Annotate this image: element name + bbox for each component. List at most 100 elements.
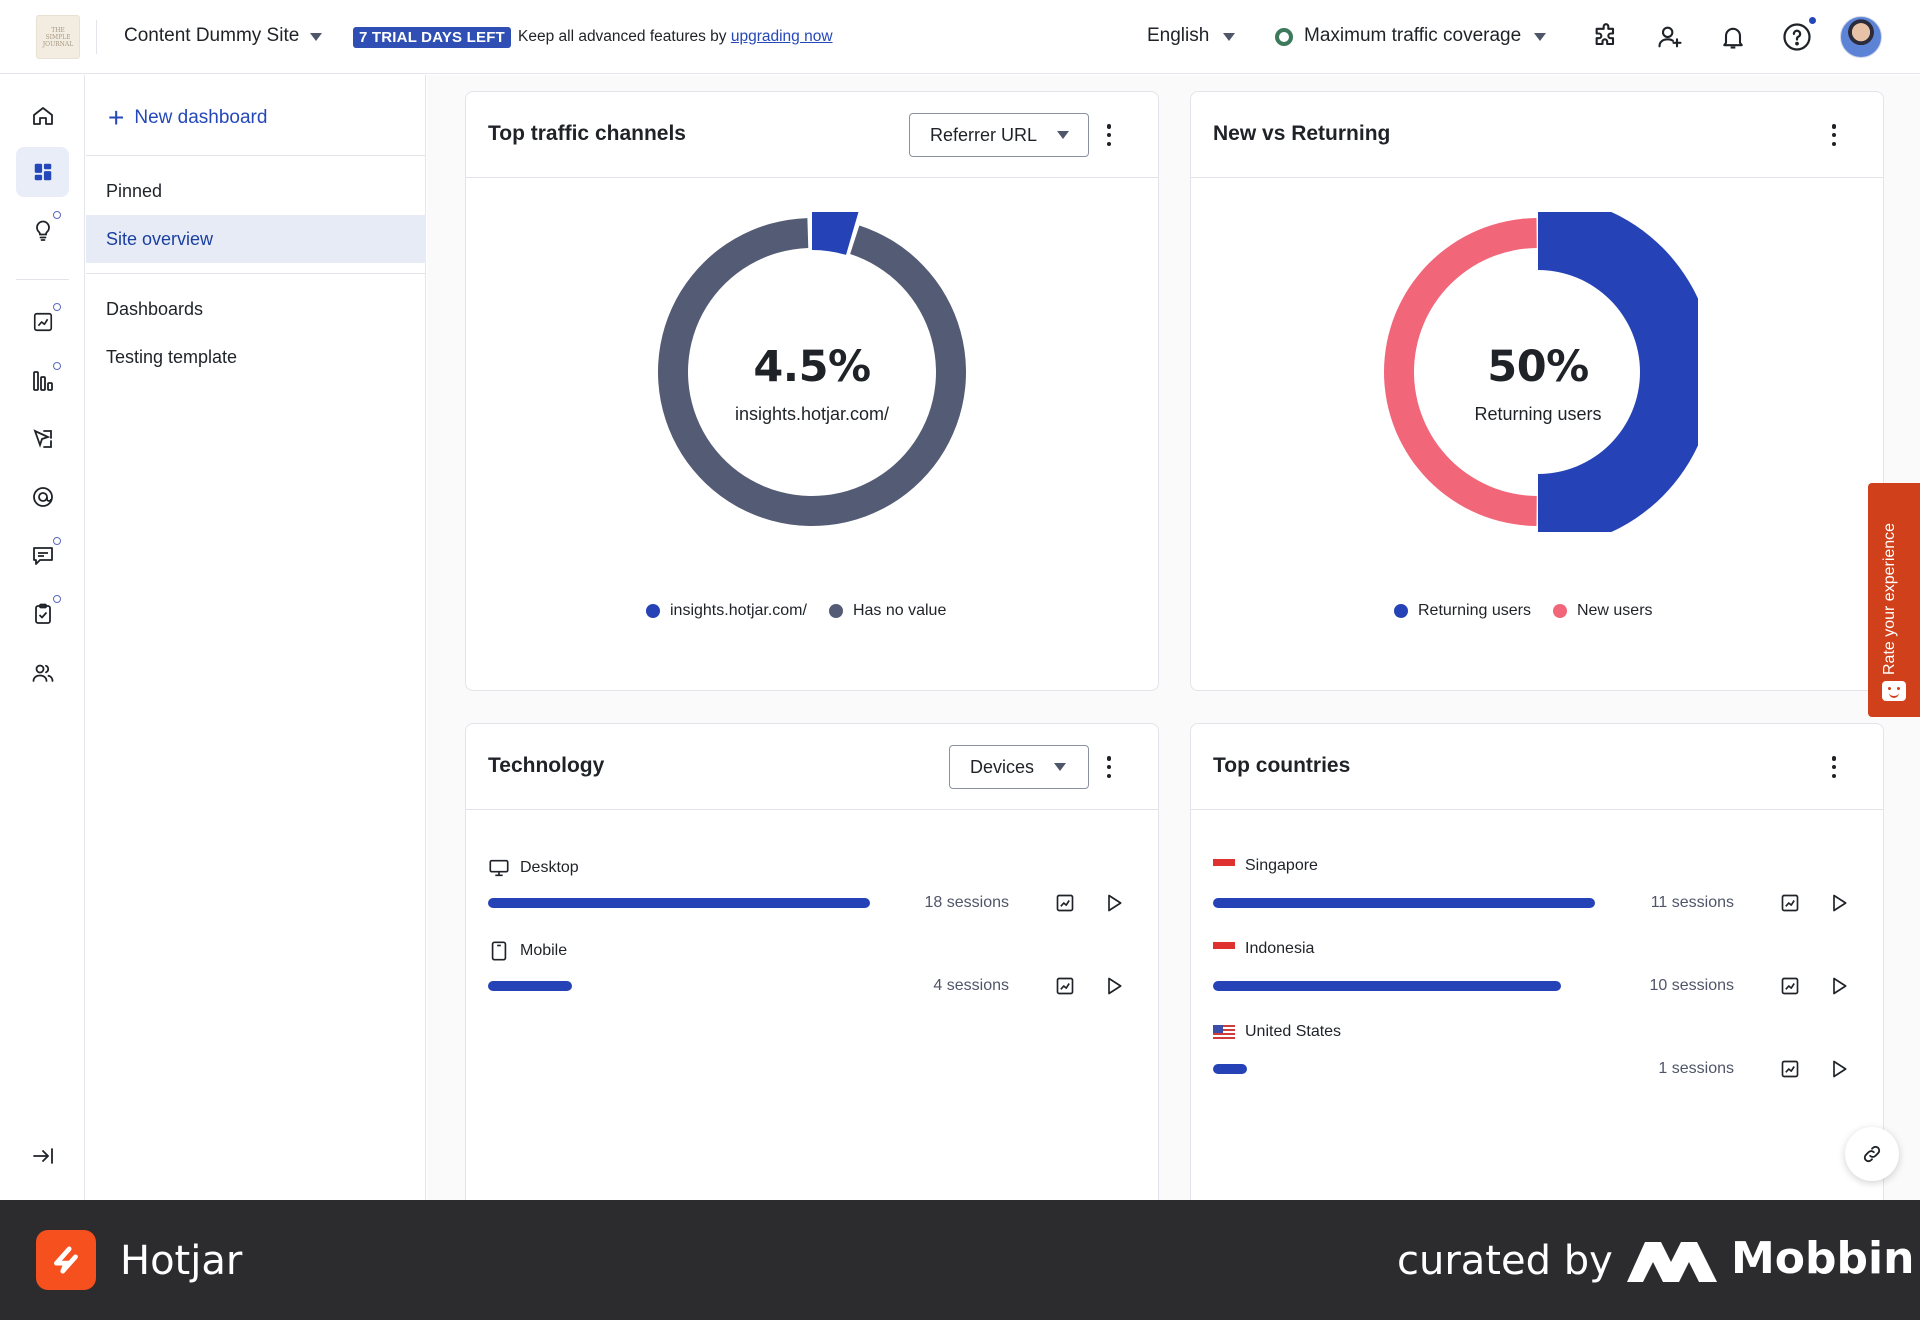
notifications-icon[interactable] — [1716, 20, 1750, 54]
trends-icon — [33, 312, 52, 332]
invite-user-icon[interactable] — [1653, 20, 1687, 54]
recordings-icon — [32, 487, 53, 507]
sessions-count: 10 sessions — [1649, 977, 1735, 994]
sessions-bar — [488, 898, 870, 908]
rate-experience-tab[interactable]: Rate your experience — [1868, 483, 1920, 717]
row-label: Indonesia — [1245, 940, 1315, 957]
trial-badge: 7 TRIAL DAYS LEFT — [353, 27, 511, 48]
mobbin-name: Mobbin — [1731, 1233, 1915, 1284]
traffic-legend: insights.hotjar.com/ Has no value — [646, 602, 946, 620]
donut-slice-returning-users[interactable] — [1538, 196, 1714, 548]
dashboard-main: Top traffic channels Referrer URL 4.5% i… — [427, 75, 1920, 1243]
new-returning-donut-chart — [1383, 196, 1714, 548]
chevron-down-icon[interactable] — [1534, 33, 1546, 41]
legend-item[interactable]: insights.hotjar.com/ — [646, 602, 807, 620]
mobbin-logo-icon — [1627, 1242, 1717, 1282]
sessions-bar — [1213, 981, 1595, 991]
traffic-donut: 4.5% insights.hotjar.com/ — [652, 196, 972, 532]
trial-message: Keep all advanced features by upgrading … — [518, 28, 833, 46]
divider — [466, 177, 1158, 178]
card-title: Top countries — [1213, 754, 1351, 777]
more-options-icon[interactable] — [1099, 756, 1119, 778]
divider — [96, 20, 97, 54]
play-recordings-icon[interactable] — [1827, 1057, 1851, 1081]
more-options-icon[interactable] — [1824, 756, 1844, 778]
rail-trends[interactable] — [16, 297, 69, 347]
play-recordings-icon[interactable] — [1827, 891, 1851, 915]
language-selector[interactable]: English — [1147, 25, 1210, 46]
new-returning-donut: 50% Returning users — [1378, 196, 1714, 548]
help-icon[interactable] — [1780, 20, 1814, 54]
legend-item[interactable]: New users — [1552, 602, 1653, 620]
divider — [86, 155, 426, 156]
donut-slice-new-users[interactable] — [1383, 218, 1537, 526]
play-recordings-icon[interactable] — [1102, 891, 1126, 915]
trends-icon[interactable] — [1778, 891, 1802, 915]
legend-item[interactable]: Returning users — [1394, 602, 1531, 620]
singapore-flag-icon — [1213, 859, 1235, 873]
sessions-bar-fill — [1213, 898, 1595, 908]
dashboards-icon — [34, 163, 51, 181]
card-top-traffic-channels: Top traffic channels Referrer URL 4.5% i… — [465, 91, 1159, 691]
rail-surveys[interactable] — [16, 589, 69, 639]
trends-icon[interactable] — [1778, 974, 1802, 998]
home-icon — [32, 107, 53, 125]
more-options-icon[interactable] — [1099, 124, 1119, 146]
sessions-bar-fill — [488, 981, 573, 991]
site-logo-text: THE SIMPLE JOURNAL — [42, 26, 74, 48]
integrations-icon[interactable] — [1589, 20, 1623, 54]
site-logo[interactable]: THE SIMPLE JOURNAL — [36, 15, 80, 59]
chevron-down-icon[interactable] — [310, 33, 322, 41]
avatar[interactable] — [1840, 16, 1882, 58]
divider — [86, 273, 426, 274]
new-feature-dot — [53, 595, 61, 603]
rail-dashboards[interactable] — [16, 147, 69, 197]
help-badge — [1807, 15, 1818, 26]
trends-icon[interactable] — [1053, 974, 1077, 998]
rail-feedback[interactable] — [16, 531, 69, 581]
sessions-bar — [1213, 898, 1595, 908]
legend-swatch — [1394, 604, 1408, 618]
divider — [466, 809, 1158, 810]
sessions-count: 18 sessions — [924, 894, 1010, 911]
legend-label: Has no value — [852, 602, 947, 619]
more-options-icon[interactable] — [1824, 124, 1844, 146]
top-bar: THE SIMPLE JOURNAL Content Dummy Site 7 … — [0, 0, 1920, 74]
rail-insights[interactable] — [16, 205, 69, 255]
device-row-mobile: Mobile — [488, 940, 567, 962]
site-selector[interactable]: Content Dummy Site — [124, 25, 300, 46]
rail-heatmaps[interactable] — [16, 414, 69, 464]
left-rail — [0, 75, 85, 1200]
sessions-bar-fill — [1213, 1064, 1248, 1074]
pinned-heading: Pinned — [106, 181, 163, 201]
referrer-dropdown[interactable]: Referrer URL — [909, 113, 1089, 157]
panel-item-site-overview[interactable]: Site overview — [86, 215, 426, 263]
donut-label: Returning users — [1474, 404, 1602, 424]
divider — [1191, 809, 1883, 810]
upgrade-link[interactable]: upgrading now — [730, 28, 833, 45]
coverage-selector[interactable]: Maximum traffic coverage — [1304, 25, 1522, 46]
card-technology: Technology Devices Desktop 18 sessions M… — [465, 723, 1159, 1243]
surveys-icon — [34, 603, 51, 624]
rail-funnels[interactable] — [16, 356, 69, 406]
rail-recordings[interactable] — [16, 472, 69, 522]
panel-item-testing-template[interactable]: Testing template — [106, 346, 238, 367]
rail-interviews[interactable] — [16, 648, 69, 698]
chevron-down-icon[interactable] — [1223, 33, 1235, 41]
play-recordings-icon[interactable] — [1102, 974, 1126, 998]
country-row-indonesia: Indonesia — [1213, 940, 1314, 958]
collapse-sidebar-button[interactable] — [16, 1131, 69, 1181]
rail-home[interactable] — [16, 91, 69, 141]
copy-link-button[interactable] — [1845, 1127, 1899, 1181]
play-recordings-icon[interactable] — [1827, 974, 1851, 998]
heatmaps-icon — [32, 429, 52, 448]
card-new-vs-returning: New vs Returning 50% Returning users Ret… — [1190, 91, 1884, 691]
divider — [1191, 177, 1883, 178]
trends-icon[interactable] — [1778, 1057, 1802, 1081]
curated-by-text: curated by — [1397, 1238, 1613, 1284]
new-dashboard-button[interactable]: + New dashboard — [108, 104, 267, 132]
row-label: Desktop — [520, 859, 579, 876]
legend-item[interactable]: Has no value — [828, 602, 947, 620]
trends-icon[interactable] — [1053, 891, 1077, 915]
devices-dropdown[interactable]: Devices — [949, 745, 1089, 789]
